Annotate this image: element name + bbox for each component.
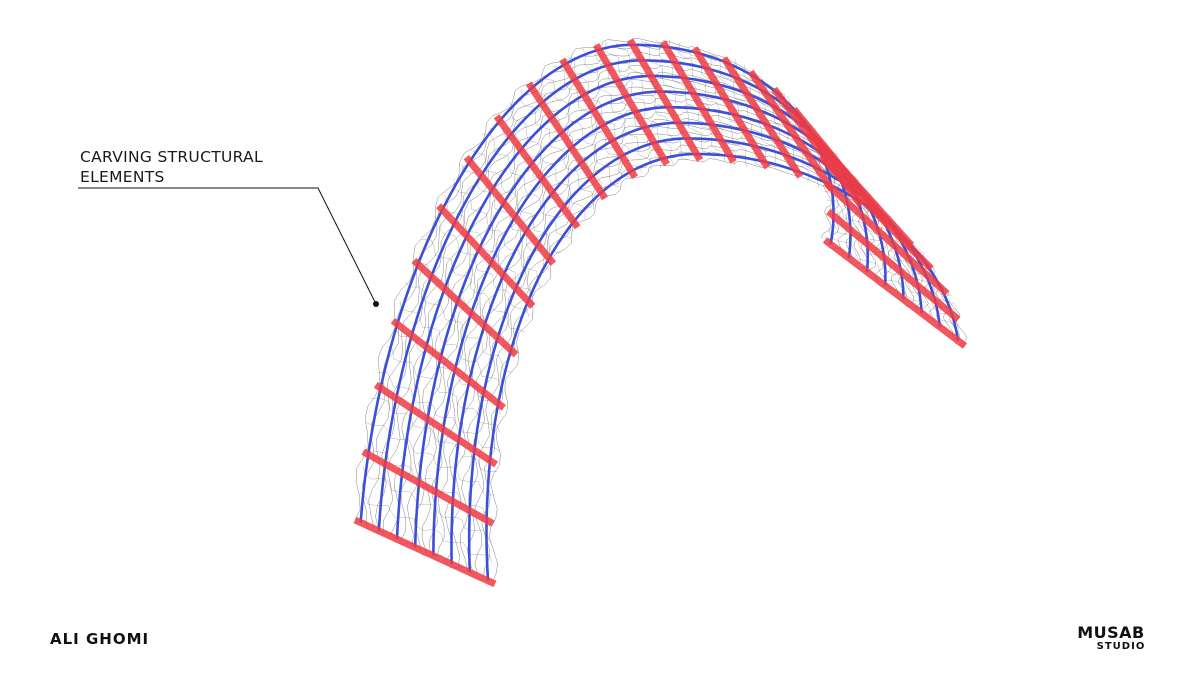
structural-rib xyxy=(463,154,557,266)
structural-rib xyxy=(626,38,704,162)
mesh-line xyxy=(433,216,530,317)
structural-rib xyxy=(826,208,961,323)
callout-line-2: ELEMENTS xyxy=(80,168,165,186)
studio-logo: MUSAB STUDIO xyxy=(1066,624,1156,652)
mesh-line xyxy=(826,199,957,305)
structural-rib xyxy=(593,43,670,167)
structural-rib xyxy=(361,448,495,527)
mesh-line xyxy=(370,398,499,472)
callout-leader xyxy=(78,187,379,307)
callout-label: CARVING STRUCTURAL ELEMENTS xyxy=(80,147,340,187)
structural-rib xyxy=(659,40,737,164)
structural-rib xyxy=(721,56,804,179)
structural-rib xyxy=(806,129,915,248)
mesh-line xyxy=(678,42,747,167)
structural-rib xyxy=(691,46,771,170)
structural-rib xyxy=(411,257,519,358)
structural-rib xyxy=(817,154,934,272)
studio-name: MUSAB xyxy=(1077,623,1145,642)
mesh-line xyxy=(605,41,674,165)
structural-rib xyxy=(493,114,581,230)
mesh-line xyxy=(421,239,526,333)
structural-rib xyxy=(747,69,835,192)
mesh-line xyxy=(377,372,500,451)
mesh-line xyxy=(489,158,968,583)
callout-line-1: CARVING STRUCTURAL xyxy=(80,148,263,166)
structural-rib xyxy=(353,516,497,588)
author-logo: ALI GHOMI xyxy=(50,630,150,648)
structural-rib xyxy=(436,203,536,309)
studio-subtitle: STUDIO xyxy=(1096,641,1146,652)
structural-rib xyxy=(373,381,499,468)
structural-rib xyxy=(822,237,968,349)
structural-ribs xyxy=(353,38,968,588)
structural-rib xyxy=(525,81,609,201)
structural-rib xyxy=(559,57,638,180)
structural-rib xyxy=(390,317,506,411)
structural-rib xyxy=(824,181,950,297)
